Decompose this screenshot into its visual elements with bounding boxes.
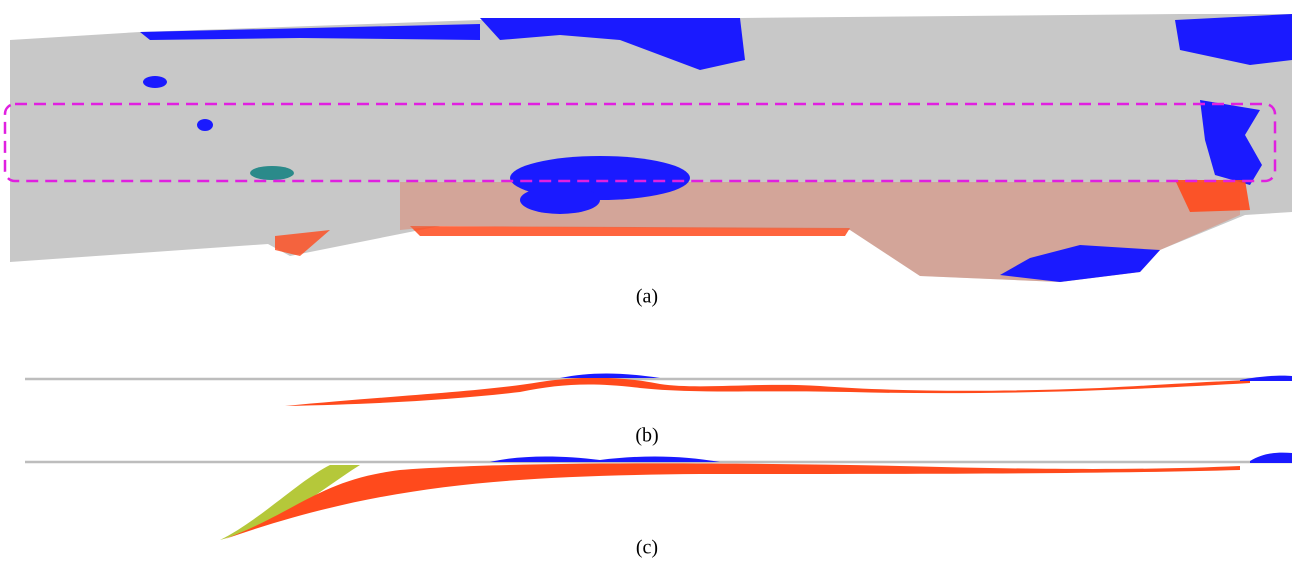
highlight-box bbox=[3, 102, 1277, 183]
blue-blob bbox=[520, 186, 600, 214]
blue-region-top-right bbox=[1175, 14, 1292, 65]
panel-c: (c) bbox=[25, 452, 1292, 559]
blue-profile bbox=[490, 452, 1292, 463]
red-profile bbox=[225, 463, 1240, 539]
red-region-left bbox=[275, 230, 330, 256]
blue-region-top bbox=[480, 18, 745, 70]
point-cloud-ground bbox=[10, 14, 1292, 282]
red-profile bbox=[285, 377, 1250, 406]
panel-a: (a) bbox=[3, 14, 1292, 308]
red-hatched-region bbox=[400, 182, 1240, 282]
red-region bbox=[410, 226, 850, 236]
blue-region-right bbox=[1200, 100, 1262, 185]
teal-blob bbox=[250, 166, 294, 180]
yellow-profile bbox=[220, 465, 360, 540]
caption: (a) bbox=[636, 286, 658, 308]
blue-region-bottom-right bbox=[1000, 245, 1160, 282]
orange-region-right bbox=[1175, 180, 1250, 212]
blue-blob-small bbox=[143, 76, 167, 88]
panel-b: (b) bbox=[25, 373, 1292, 447]
caption: (c) bbox=[636, 537, 658, 559]
blue-region-top-left bbox=[140, 24, 480, 40]
caption: (b) bbox=[635, 425, 658, 447]
blue-blob-small bbox=[197, 119, 213, 131]
